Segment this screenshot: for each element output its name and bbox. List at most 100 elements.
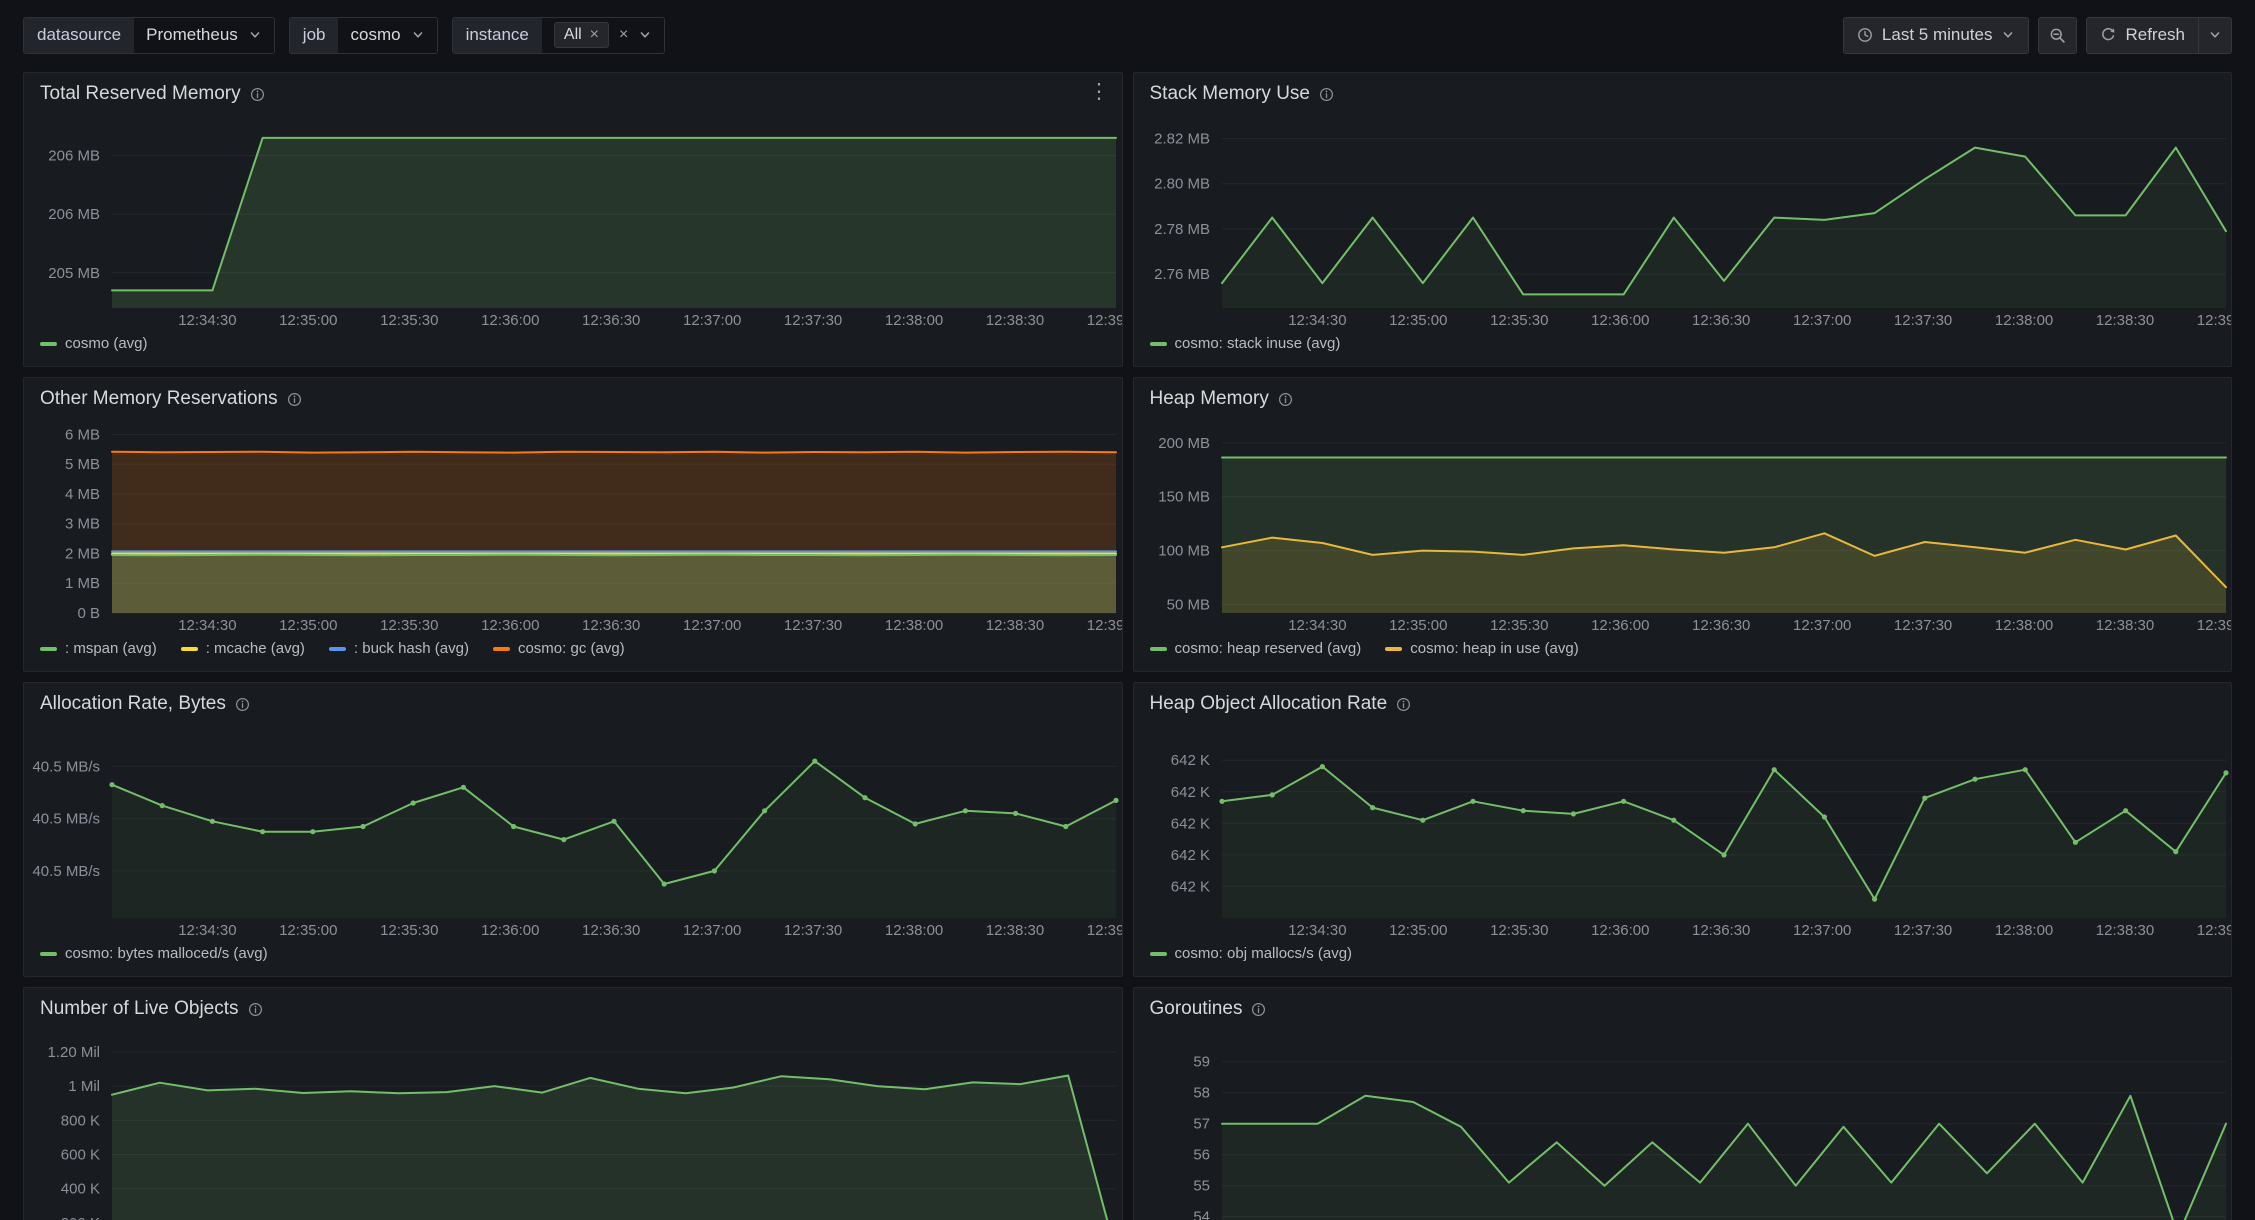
x-tick-label: 12:34:30 [178,922,236,939]
timeseries-chart[interactable]: 2.82 MB 2.80 MB 2.78 MB 2.76 MB 12:34:30 12:3… [1134,115,2232,332]
series-area [1221,147,2226,308]
x-tick-label: 12:38:30 [986,617,1044,634]
x-tick-label: 12:36:00 [481,617,539,634]
info-icon[interactable] [1319,87,1334,102]
panel-title[interactable]: Heap Object Allocation Rate [1149,693,1388,714]
chevron-down-icon [2001,28,2015,42]
remove-value-icon[interactable]: × [589,26,600,43]
legend-item[interactable]: cosmo: heap reserved (avg) [1149,640,1362,657]
variable-datasource-label: datasource [24,17,135,53]
panel-menu-icon[interactable]: ⋮ [1088,80,1110,103]
legend-item[interactable]: cosmo: bytes malloced/s (avg) [40,945,268,962]
legend-item[interactable]: : buck hash (avg) [328,640,469,657]
panel-title[interactable]: Allocation Rate, Bytes [40,693,226,714]
series-point [1520,808,1526,814]
variable-job-picker[interactable]: cosmo [338,17,437,53]
legend-series-label[interactable]: : buck hash (avg) [353,640,469,657]
legend-item[interactable]: cosmo (avg) [40,335,148,352]
timeseries-chart[interactable]: 6 MB 5 MB 4 MB 3 MB 2 MB 1 MB 0 B 12:34:30 12:35… [24,420,1122,637]
chart-canvas[interactable]: 206 MB 206 MB 205 MB 12:34:30 12:35:00 12:35:… [24,115,1122,332]
x-tick-label: 12:35:30 [1490,312,1548,329]
refresh-icon [2100,27,2116,43]
legend-series-label[interactable]: : mcache (avg) [205,640,305,657]
x-tick-label: 12:37:30 [784,617,842,634]
legend-series-label[interactable]: cosmo: bytes malloced/s (avg) [65,945,268,962]
refresh-button[interactable]: Refresh [2086,16,2199,54]
timeseries-chart[interactable]: 5958575655545312:34:3012:35:0012:35:3012… [1134,1030,2232,1220]
legend-series-label[interactable]: cosmo: heap in use (avg) [1410,640,1579,657]
chart-canvas[interactable]: 5958575655545312:34:3012:35:0012:35:3012… [1134,1030,2232,1220]
legend-item[interactable]: : mspan (avg) [40,640,157,657]
chart-canvas[interactable]: 200 MB 150 MB 100 MB 50 MB 12:34:30 12:35:00 1… [1134,420,2232,637]
x-tick-label: 12:36:00 [1591,922,1649,939]
variable-job-value[interactable]: cosmo [350,25,401,44]
series-point [1720,852,1727,858]
legend-series-label[interactable]: cosmo: gc (avg) [517,640,625,657]
x-tick-label: 12:35:00 [1389,617,1447,634]
legend-item[interactable]: : mcache (avg) [180,640,305,657]
legend-item[interactable]: cosmo: gc (avg) [492,640,625,657]
y-tick-label: 642 K [1170,752,1209,769]
legend-item[interactable]: cosmo: stack inuse (avg) [1149,335,1341,352]
zoom-out-button[interactable] [2038,16,2078,54]
info-icon[interactable] [1278,392,1293,407]
chart-canvas[interactable]: 642 K 642 K 642 K 642 K 642 K 12:34:30 12:35:0… [1134,725,2232,942]
legend-series-label[interactable]: cosmo (avg) [65,335,148,352]
timeseries-chart[interactable]: 642 K 642 K 642 K 642 K 642 K 12:34:30 12:35:0… [1134,725,2232,942]
clear-all-icon[interactable]: × [619,26,629,43]
chart-canvas[interactable]: 2.82 MB 2.80 MB 2.78 MB 2.76 MB 12:34:30 12:3… [1134,115,2232,332]
legend-item[interactable]: cosmo: obj mallocs/s (avg) [1149,945,1353,962]
y-tick-label: 206 MB [48,148,100,165]
legend-series-label[interactable]: cosmo: stack inuse (avg) [1174,335,1341,352]
panel-stack-memory-use: Stack Memory Use 2.82 MB 2.80 MB 2.78 MB 2.… [1132,72,2232,367]
x-tick-label: 12:38:30 [2095,617,2153,634]
chevron-down-icon[interactable] [638,28,652,42]
series-area [112,553,1116,613]
panel-title[interactable]: Total Reserved Memory [40,83,241,104]
variable-instance-picker[interactable]: All × × [541,17,665,53]
info-icon[interactable] [248,1002,263,1017]
info-icon[interactable] [1396,697,1411,712]
x-tick-label: 12:35:00 [279,922,337,939]
series-point [511,823,517,830]
variable-datasource-value[interactable]: Prometheus [146,25,238,44]
info-icon[interactable] [235,697,250,712]
chart-canvas[interactable]: 40.5 MB/s 40.5 MB/s 40.5 MB/s 12:34:30 12:35… [24,725,1122,942]
panel-legend: : mspan (avg) : mcache (avg) : buck hash (… [24,637,1122,671]
legend-series-label[interactable]: : mspan (avg) [65,640,157,657]
panel-title[interactable]: Number of Live Objects [40,998,239,1019]
legend-series-swatch [180,646,198,651]
timeseries-chart[interactable]: 206 MB 206 MB 205 MB 12:34:30 12:35:00 12:35:… [24,115,1122,332]
x-tick-label: 12:35:00 [279,312,337,329]
panel-title[interactable]: Heap Memory [1149,388,1269,409]
chevron-down-icon[interactable] [248,28,262,42]
panel-title[interactable]: Other Memory Reservations [40,388,278,409]
y-tick-label: 642 K [1170,784,1209,801]
timeseries-chart[interactable]: 200 MB 150 MB 100 MB 50 MB 12:34:30 12:35:00 1… [1134,420,2232,637]
panel-header: Other Memory Reservations [24,378,1122,420]
info-icon[interactable] [250,87,265,102]
legend-item[interactable]: cosmo: heap in use (avg) [1385,640,1579,657]
legend-series-label[interactable]: cosmo: heap reserved (avg) [1174,640,1362,657]
x-tick-label: 12:37:00 [1793,617,1851,634]
info-icon[interactable] [287,392,302,407]
info-icon[interactable] [1251,1002,1266,1017]
y-tick-label: 400 K [61,1181,100,1198]
legend-series-label[interactable]: cosmo: obj mallocs/s (avg) [1174,945,1353,962]
series-point [2122,808,2128,814]
instance-selected-value[interactable]: All [563,26,582,43]
instance-selected-chip[interactable]: All × [553,22,610,48]
panel-title[interactable]: Stack Memory Use [1149,83,1310,104]
legend-series-swatch [1149,341,1167,346]
chart-canvas[interactable]: 6 MB 5 MB 4 MB 3 MB 2 MB 1 MB 0 B 12:34:30 12:35… [24,420,1122,637]
x-tick-label: 12:38:00 [885,617,943,634]
timeseries-chart[interactable]: 40.5 MB/s 40.5 MB/s 40.5 MB/s 12:34:30 12:35… [24,725,1122,942]
refresh-interval-dropdown[interactable] [2199,16,2232,54]
variable-datasource-picker[interactable]: Prometheus [134,17,274,53]
chevron-down-icon[interactable] [411,28,425,42]
x-tick-label: 12:34:30 [178,617,236,634]
panel-title[interactable]: Goroutines [1149,998,1243,1019]
time-range-picker[interactable]: Last 5 minutes [1842,16,2030,54]
